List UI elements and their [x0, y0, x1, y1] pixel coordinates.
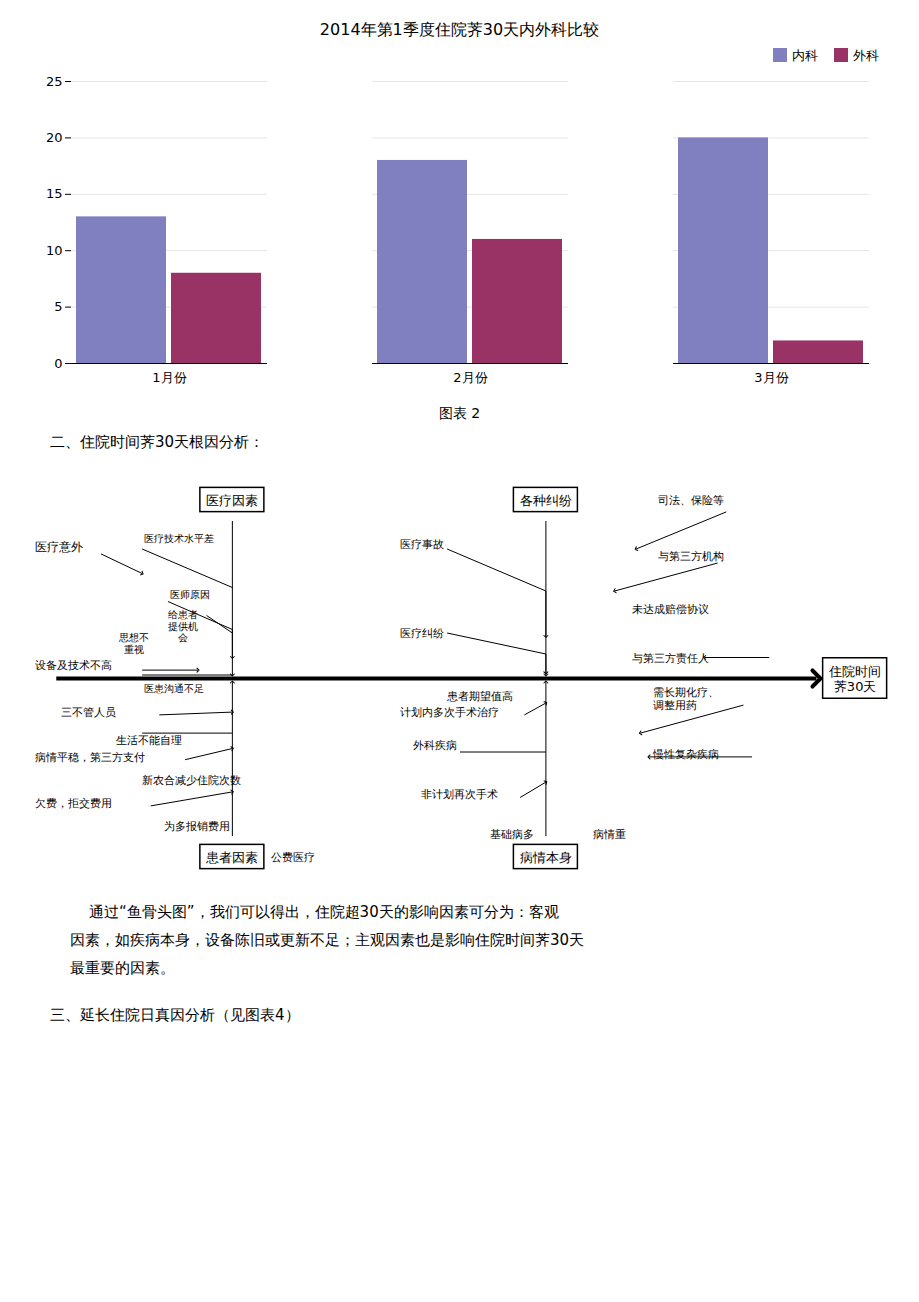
- svg-text:未达成赔偿协议: 未达成赔偿协议: [632, 603, 709, 616]
- svg-text:25: 25: [46, 74, 63, 89]
- svg-text:医疗意外: 医疗意外: [35, 540, 83, 554]
- svg-text:非计划再次手术: 非计划再次手术: [421, 788, 498, 801]
- svg-text:病情平稳，第三方支付: 病情平稳，第三方支付: [35, 751, 145, 764]
- svg-text:司法、保险等: 司法、保险等: [658, 494, 724, 507]
- svg-text:欠费，拒交费用: 欠费，拒交费用: [35, 797, 112, 810]
- svg-text:3月份: 3月份: [754, 370, 788, 385]
- svg-text:新农合减少住院次数: 新农合减少住院次数: [142, 774, 241, 787]
- svg-text:三不管人员: 三不管人员: [61, 706, 116, 719]
- svg-text:与第三方责任人: 与第三方责任人: [632, 652, 709, 665]
- svg-text:住院时间荠30天: 住院时间荠30天: [828, 664, 881, 695]
- svg-text:0: 0: [54, 356, 62, 371]
- html-text:通过“鱼骨头图”，我们可以得出，住院超30天的影响因素可分为: 通过“鱼骨头图”，我们可以得出，住院超30天的影响因素可分为：客观: [70, 903, 559, 921]
- html-text:图表 2: 图表 2: [438, 405, 481, 421]
- html-text:最重要的因素。: 最重要的因素。: [70, 959, 175, 977]
- svg-text:慢性复杂疾病: 慢性复杂疾病: [652, 748, 719, 761]
- svg-text:1月份: 1月份: [152, 370, 186, 385]
- svg-text:公费医疗: 公费医疗: [271, 851, 315, 864]
- html-text:内科: 内科: [792, 48, 818, 63]
- svg-text:设备及技术不高: 设备及技术不高: [35, 659, 112, 672]
- svg-text:患者期望值高: 患者期望值高: [446, 690, 513, 703]
- svg-text:医师原因: 医师原因: [170, 589, 210, 600]
- svg-text:20: 20: [46, 130, 63, 145]
- svg-text:2月份: 2月份: [453, 370, 487, 385]
- svg-text:5: 5: [54, 299, 62, 314]
- html-text:2014年第1季度住院荠30天内外科比较: 2014年第1季度住院荠30天内外科比较: [319, 20, 600, 39]
- html-text:外科: 外科: [853, 48, 879, 63]
- html-text:三、延长住院日真因分析（见图表4）: 三、延长住院日真因分析（见图表4）: [50, 1006, 300, 1024]
- svg-text:医患沟通不足: 医患沟通不足: [144, 683, 204, 694]
- svg-text:15: 15: [46, 186, 63, 201]
- svg-text:需长期化疗、调整用药: 需长期化疗、调整用药: [653, 686, 719, 712]
- svg-text:计划内多次手术治疗: 计划内多次手术治疗: [400, 706, 499, 719]
- svg-text:医疗技术水平差: 医疗技术水平差: [144, 533, 214, 544]
- svg-text:为多报销费用: 为多报销费用: [164, 820, 230, 833]
- svg-text:医疗事故: 医疗事故: [400, 538, 444, 551]
- svg-text:患者因素: 患者因素: [205, 850, 258, 865]
- svg-text:基础病多: 基础病多: [490, 828, 534, 841]
- svg-text:各种纠纷: 各种纠纷: [520, 493, 572, 508]
- svg-text:生活不能自理: 生活不能自理: [116, 734, 182, 747]
- svg-text:思想不重视: 思想不重视: [118, 632, 149, 654]
- svg-text:病情重: 病情重: [593, 828, 626, 841]
- svg-text:10: 10: [46, 243, 63, 258]
- svg-text:医疗因素: 医疗因素: [206, 493, 258, 508]
- svg-text:与第三方机构: 与第三方机构: [658, 550, 724, 563]
- html-text:因素，如疾病本身，设备陈旧或更新不足；主观因素也是影响住院时: 因素，如疾病本身，设备陈旧或更新不足；主观因素也是影响住院时间荠30天: [70, 931, 585, 949]
- svg-text:医疗纠纷: 医疗纠纷: [400, 627, 444, 640]
- svg-text:给患者提供机会: 给患者提供机会: [168, 609, 198, 643]
- html-text:二、住院时间荠30天根因分析：: 二、住院时间荠30天根因分析：: [50, 433, 265, 451]
- svg-text:病情本身: 病情本身: [520, 850, 572, 865]
- svg-text:外科疾病: 外科疾病: [413, 739, 457, 752]
